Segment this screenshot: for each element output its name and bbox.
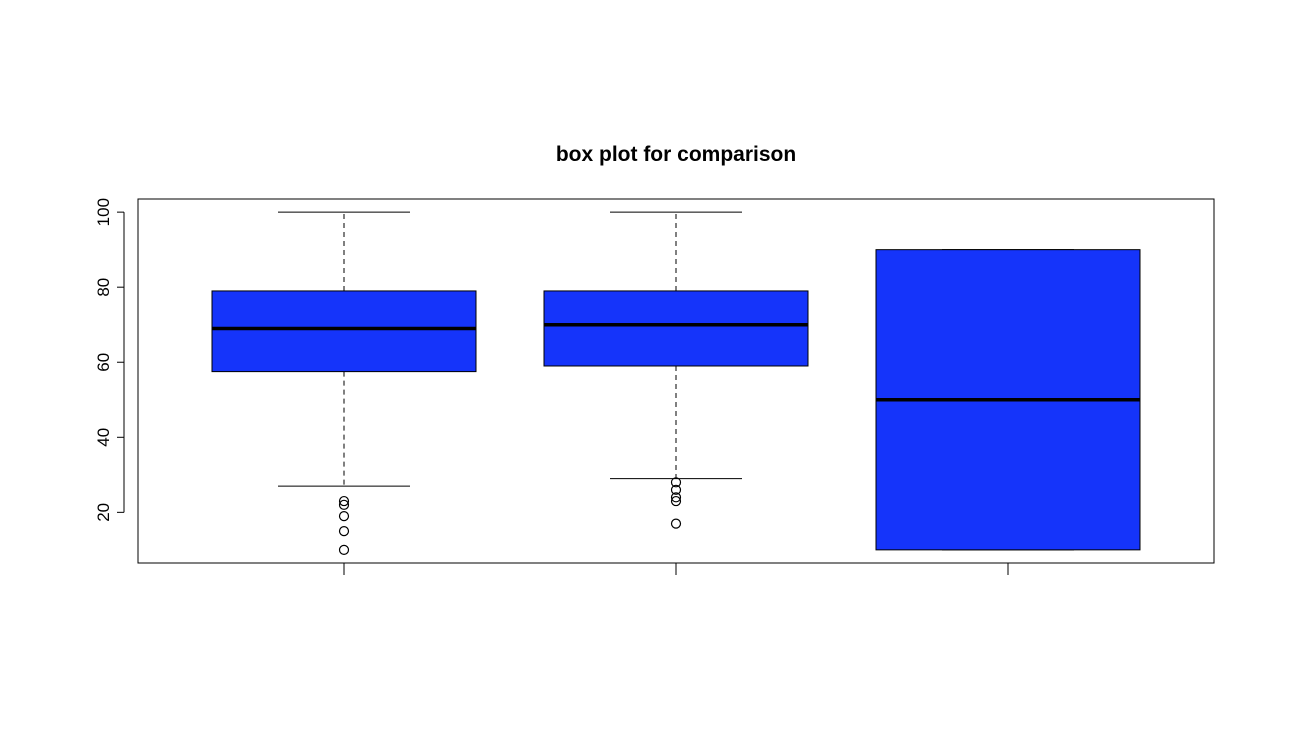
- outlier-point: [338, 544, 350, 555]
- box-2: [543, 211, 809, 529]
- x-axis: [343, 562, 1009, 575]
- y-tick-label: 20: [94, 503, 113, 522]
- outlier-point: [338, 495, 350, 507]
- y-tick-label: 40: [94, 428, 113, 447]
- outlier-point: [670, 492, 682, 503]
- outlier-point: [670, 477, 682, 488]
- y-tick-label: 80: [94, 278, 113, 297]
- outlier-point: [338, 499, 350, 510]
- y-tick-label: 60: [94, 353, 113, 372]
- outlier-point: [338, 510, 350, 522]
- boxes-group: [211, 211, 1141, 555]
- iqr-box: [543, 290, 809, 367]
- y-tick-label: 100: [94, 198, 113, 226]
- box-1: [211, 211, 477, 555]
- y-axis: 20 40 60 80 100: [94, 198, 125, 522]
- outlier-point: [670, 495, 682, 507]
- chart-title: box plot for comparison: [556, 143, 796, 166]
- outlier-point: [338, 526, 350, 537]
- box-3: [875, 249, 1141, 551]
- outlier-point: [670, 484, 682, 495]
- iqr-box: [211, 290, 477, 373]
- outlier-point: [670, 518, 682, 529]
